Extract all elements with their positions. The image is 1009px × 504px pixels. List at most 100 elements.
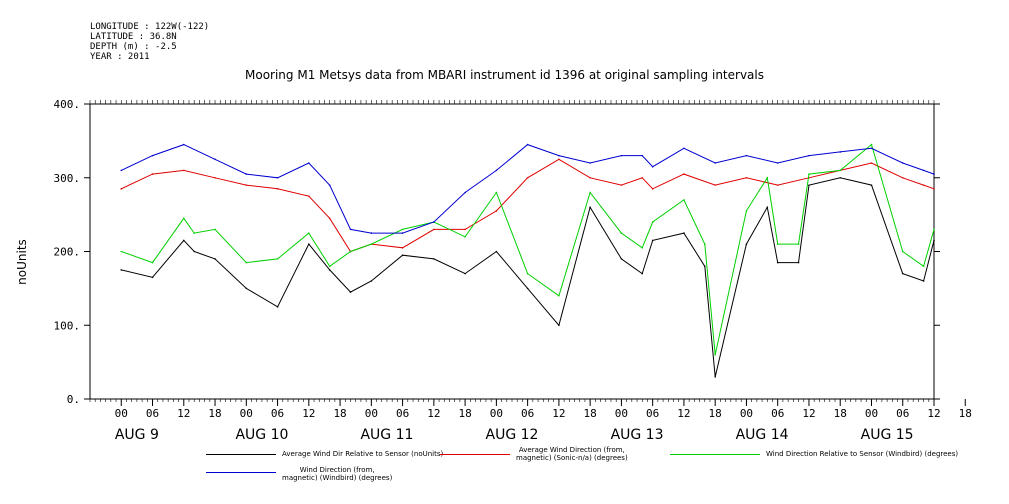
data-point — [651, 165, 654, 168]
x-tick-label: 18 — [959, 407, 972, 420]
data-point — [495, 191, 498, 194]
data-point — [526, 272, 529, 275]
data-point — [901, 176, 904, 179]
data-point — [933, 188, 935, 190]
legend-label-black: Average Wind Dir Relative to Sensor (noU… — [282, 450, 443, 458]
data-point — [776, 184, 779, 186]
series-line — [121, 158, 935, 253]
data-point — [922, 265, 925, 268]
x-tick-label: 12 — [302, 407, 315, 420]
data-point — [589, 176, 591, 179]
plot-frame — [89, 103, 935, 400]
legend-text: magnetic) (Windbird) (degrees) — [282, 474, 393, 482]
data-point — [182, 143, 185, 146]
data-point — [641, 272, 644, 275]
data-point — [401, 247, 404, 249]
legend-line-green — [670, 454, 760, 455]
data-point — [714, 162, 716, 164]
x-tick-label: 00 — [240, 407, 253, 420]
series-0 — [120, 176, 935, 378]
legend-label-blue: Wind Direction (from, magnetic) (Windbir… — [282, 466, 392, 482]
data-point — [683, 232, 685, 234]
data-point — [808, 184, 810, 186]
data-point — [839, 169, 842, 172]
data-point — [620, 258, 623, 260]
data-point — [328, 184, 331, 186]
data-point — [745, 210, 748, 212]
data-point — [901, 272, 904, 275]
data-point — [349, 228, 352, 231]
data-point — [526, 176, 529, 179]
data-point — [245, 261, 248, 264]
chart-title: Mooring M1 Metsys data from MBARI instru… — [245, 68, 764, 82]
meta-latitude: LATITUDE : 36.8N — [90, 32, 177, 42]
data-point — [370, 243, 373, 245]
x-tick-label: 12 — [427, 407, 440, 420]
data-point — [776, 243, 779, 245]
data-point — [620, 184, 623, 186]
data-point — [182, 169, 185, 172]
data-point — [901, 250, 904, 253]
data-point — [349, 250, 352, 253]
data-point — [276, 188, 279, 190]
data-point — [526, 287, 529, 290]
legend-text: magnetic) (Sonic-n/a) (degrees) — [516, 454, 628, 462]
x-tick-label: 12 — [552, 407, 565, 420]
data-point — [620, 154, 623, 157]
data-point — [151, 261, 154, 264]
data-point — [683, 199, 685, 201]
data-point — [651, 239, 654, 242]
y-tick-label: 0. — [67, 393, 80, 406]
data-point — [933, 228, 935, 231]
x-tick-label: 18 — [458, 407, 471, 420]
x-tick-label: 00 — [365, 407, 378, 420]
data-point — [245, 184, 248, 186]
x-tick-label: 06 — [146, 407, 159, 420]
metadata-block: LONGITUDE : 122W(-122) LATITUDE : 36.8N … — [90, 22, 209, 62]
data-point — [683, 147, 685, 150]
legend-text: Wind Direction (from, — [299, 466, 375, 474]
x-tick-label: 00 — [115, 407, 128, 420]
data-point — [745, 154, 748, 157]
data-point — [276, 176, 279, 179]
data-point — [308, 195, 310, 197]
meta-longitude: LONGITUDE : 122W(-122) — [90, 22, 210, 32]
y-tick-label: 200. — [54, 246, 81, 259]
day-label: AUG 15 — [861, 427, 914, 443]
data-point — [214, 258, 216, 260]
data-point — [870, 143, 873, 146]
data-point — [214, 158, 216, 161]
data-point — [308, 243, 310, 245]
data-point — [464, 272, 466, 275]
data-point — [464, 228, 466, 231]
data-point — [193, 250, 195, 253]
data-point — [766, 206, 769, 209]
x-tick-label: 00 — [740, 407, 753, 420]
data-point — [193, 232, 195, 234]
data-point — [245, 173, 248, 175]
x-tick-label: 12 — [177, 407, 190, 420]
data-point — [745, 176, 748, 179]
data-point — [776, 162, 779, 164]
data-point — [683, 173, 685, 175]
data-point — [120, 188, 123, 190]
legend-line-red — [440, 454, 510, 455]
x-tick-label: 18 — [333, 407, 346, 420]
day-label: AUG 9 — [115, 427, 159, 443]
legend-label-green: Wind Direction Relative to Sensor (Windb… — [766, 450, 958, 458]
legend-text: Wind Direction Relative to Sensor (Windb… — [766, 450, 959, 458]
legend-text: Average Wind Dir Relative to Sensor (noU… — [282, 450, 444, 458]
data-point — [558, 294, 560, 297]
data-point — [922, 280, 925, 282]
x-tick-label: 06 — [771, 407, 784, 420]
data-point — [776, 261, 779, 264]
data-point — [558, 324, 560, 327]
data-point — [182, 217, 185, 220]
data-point — [922, 169, 925, 172]
data-point — [651, 188, 654, 190]
data-point — [120, 169, 123, 172]
data-point — [901, 162, 904, 164]
data-point — [745, 243, 748, 245]
meta-year: YEAR : 2011 — [90, 52, 150, 62]
data-point — [714, 376, 716, 378]
